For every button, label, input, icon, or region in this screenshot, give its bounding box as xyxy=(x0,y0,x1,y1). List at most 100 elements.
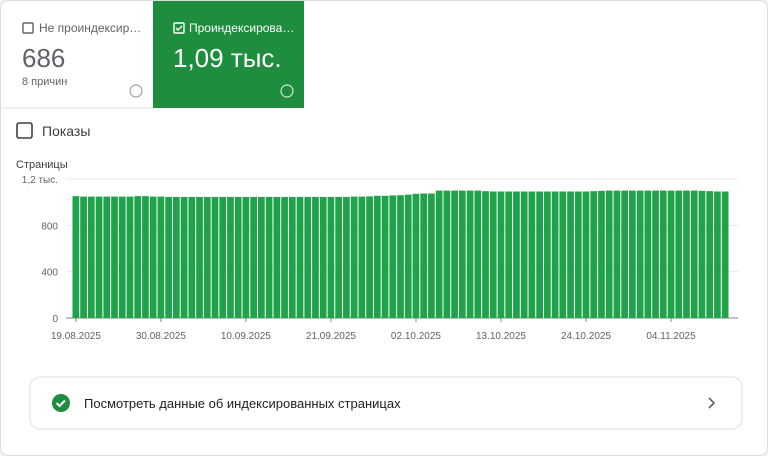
bar xyxy=(281,196,288,318)
bar xyxy=(111,196,118,318)
x-tick-label: 19.08.2025 xyxy=(51,331,101,342)
tab-not-indexed[interactable] xyxy=(1,1,153,108)
bar xyxy=(706,191,714,318)
bar xyxy=(142,196,149,318)
bar xyxy=(636,190,644,318)
bar xyxy=(543,191,551,318)
chevron xyxy=(708,397,716,409)
bar xyxy=(366,196,373,318)
bar xyxy=(412,193,420,318)
bar xyxy=(219,196,227,318)
bar xyxy=(180,196,188,318)
status-icon xyxy=(52,394,70,412)
tab-value: 686 xyxy=(22,43,65,73)
x-tick-label: 02.10.2025 xyxy=(391,331,441,342)
checkbox[interactable] xyxy=(22,22,34,34)
bar xyxy=(482,191,489,318)
bar xyxy=(242,196,250,318)
x-tick-label: 30.08.2025 xyxy=(136,331,186,342)
bar xyxy=(350,196,358,318)
bar xyxy=(536,191,543,318)
bar xyxy=(103,196,111,318)
checkbox[interactable] xyxy=(16,122,33,139)
bar xyxy=(675,190,683,318)
tab-sublabel: 8 причин xyxy=(22,76,67,88)
bar xyxy=(683,190,690,318)
bar xyxy=(667,190,675,318)
bar xyxy=(420,193,428,318)
bar xyxy=(288,196,296,318)
x-tick-label: 10.09.2025 xyxy=(221,331,271,342)
bar xyxy=(629,190,636,318)
bar xyxy=(520,191,528,318)
bar xyxy=(343,196,350,318)
bar xyxy=(265,196,273,318)
bar xyxy=(404,194,412,318)
bar xyxy=(196,196,203,318)
bar xyxy=(327,196,335,318)
bar xyxy=(227,196,234,318)
bar xyxy=(466,190,474,318)
bar xyxy=(296,196,304,318)
help-icon[interactable] xyxy=(129,84,143,98)
bar xyxy=(659,190,667,318)
y-axis-label: Страницы xyxy=(16,159,68,171)
bar xyxy=(458,190,466,318)
bar xyxy=(613,190,621,318)
tab-indexed[interactable] xyxy=(153,1,304,108)
check-mark xyxy=(175,25,183,31)
bar xyxy=(451,190,458,318)
bar xyxy=(172,196,180,318)
bar xyxy=(373,195,381,318)
bar xyxy=(621,190,629,318)
bar xyxy=(381,195,389,318)
bar xyxy=(567,191,574,318)
bar xyxy=(234,196,242,318)
bar xyxy=(358,196,366,318)
bar xyxy=(551,191,559,318)
y-tick-label: 400 xyxy=(41,268,58,279)
bar xyxy=(72,196,80,318)
bar xyxy=(644,190,652,318)
bar xyxy=(513,191,520,318)
bar xyxy=(149,196,157,318)
bar xyxy=(721,191,729,318)
bar xyxy=(95,196,103,318)
bar xyxy=(250,196,258,318)
bar xyxy=(528,191,536,318)
x-tick-label: 04.11.2025 xyxy=(646,331,696,342)
bar xyxy=(80,196,87,318)
help-icon[interactable] xyxy=(280,84,294,98)
bar xyxy=(428,193,435,318)
x-tick-label: 13.10.2025 xyxy=(476,331,526,342)
y-tick-label: 800 xyxy=(41,221,58,232)
bar xyxy=(598,190,605,318)
tab-value: 1,09 тыс. xyxy=(173,43,282,73)
bar xyxy=(157,196,165,318)
status-check xyxy=(55,399,66,408)
bar xyxy=(126,196,134,318)
link-row[interactable] xyxy=(29,376,743,430)
bar xyxy=(258,196,265,318)
bar xyxy=(397,195,404,318)
bar xyxy=(273,196,281,318)
bar xyxy=(435,190,443,318)
bar xyxy=(319,196,327,318)
bar xyxy=(87,196,95,318)
bar xyxy=(165,196,172,318)
bar xyxy=(203,196,211,318)
bar xyxy=(590,191,598,318)
bar xyxy=(335,196,343,318)
checkbox-checked[interactable] xyxy=(173,22,185,34)
bar xyxy=(474,190,482,318)
bar xyxy=(559,191,567,318)
bar xyxy=(574,191,582,318)
bar xyxy=(605,190,613,318)
link-text[interactable]: Посмотреть данные об индексированных стр… xyxy=(84,396,401,411)
bar xyxy=(443,190,451,318)
bar xyxy=(188,196,196,318)
x-tick-label: 24.10.2025 xyxy=(561,331,611,342)
